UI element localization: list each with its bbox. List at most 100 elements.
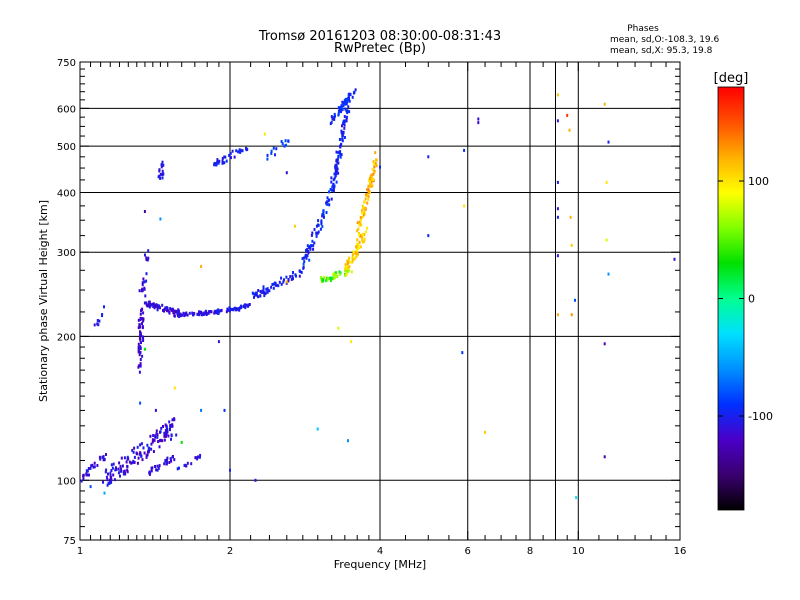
data-point (156, 308, 159, 312)
data-point (128, 460, 131, 464)
data-point (343, 98, 346, 102)
data-point (162, 425, 164, 428)
data-point (329, 188, 332, 192)
data-point (105, 468, 108, 472)
data-point (355, 249, 358, 252)
data-point (147, 446, 150, 450)
data-point (266, 290, 269, 294)
data-point (233, 155, 236, 159)
data-point (569, 215, 572, 219)
data-point (216, 160, 219, 164)
data-point (131, 448, 134, 452)
data-point (158, 168, 161, 172)
data-point (241, 149, 244, 153)
data-point (140, 309, 142, 313)
data-point (179, 312, 182, 316)
data-point (311, 231, 314, 235)
data-point (556, 215, 559, 219)
data-point (158, 174, 161, 178)
data-point (163, 462, 166, 466)
data-point (171, 424, 174, 428)
data-point (345, 117, 348, 121)
data-point (356, 238, 359, 242)
data-point (112, 462, 115, 466)
data-point (130, 461, 133, 465)
data-point (289, 275, 292, 279)
data-point (287, 139, 290, 143)
data-point (331, 185, 334, 189)
data-point (239, 149, 242, 153)
data-point (244, 306, 247, 310)
data-point (350, 260, 353, 264)
data-point (574, 298, 576, 302)
data-point (351, 253, 354, 257)
data-point (217, 340, 220, 344)
data-point (225, 310, 228, 314)
data-point (163, 438, 166, 442)
data-point (126, 455, 129, 459)
data-point (344, 102, 347, 106)
data-point (360, 218, 362, 222)
data-point (159, 430, 162, 434)
data-point (332, 277, 335, 281)
data-point (161, 169, 164, 173)
data-point (200, 265, 203, 268)
data-point (103, 491, 106, 495)
data-point (168, 311, 171, 315)
data-point (357, 227, 360, 231)
data-point (348, 110, 351, 114)
data-point (137, 345, 140, 349)
data-point (125, 460, 128, 464)
data-point (120, 467, 123, 471)
data-point (165, 424, 168, 428)
data-point (148, 449, 150, 453)
data-point (358, 233, 361, 237)
data-point (140, 442, 143, 446)
data-point (342, 120, 345, 124)
data-point (364, 206, 367, 210)
data-point (347, 94, 350, 98)
data-point (345, 119, 348, 123)
data-point (112, 473, 115, 477)
data-point (221, 156, 224, 160)
data-point (223, 161, 226, 165)
data-point (229, 309, 231, 313)
data-point (339, 144, 342, 148)
data-point (356, 246, 359, 250)
data-point (145, 258, 148, 262)
data-point (274, 153, 276, 157)
data-point (91, 463, 94, 467)
data-point (121, 464, 124, 468)
data-point (137, 456, 140, 460)
data-point (257, 289, 260, 292)
data-point (342, 130, 345, 134)
data-point (161, 176, 164, 180)
data-point (115, 466, 117, 470)
data-point (334, 276, 337, 280)
data-point (150, 303, 153, 307)
data-point (333, 272, 336, 276)
data-point (360, 223, 363, 227)
data-point (283, 144, 286, 148)
data-point (301, 257, 304, 261)
data-point (345, 272, 348, 276)
data-point (185, 464, 188, 468)
data-point (200, 408, 203, 412)
data-point (315, 224, 318, 228)
data-point (82, 474, 85, 478)
data-point (369, 181, 371, 185)
data-point (292, 271, 294, 274)
data-point (337, 151, 340, 155)
data-point (283, 278, 285, 282)
data-point (144, 253, 146, 257)
data-point (260, 290, 263, 294)
data-point (188, 311, 191, 315)
data-point (126, 457, 129, 461)
data-point (145, 279, 148, 283)
x-tick-label: 16 (674, 546, 687, 557)
data-point (190, 462, 193, 466)
data-point (309, 247, 312, 251)
data-point (263, 132, 266, 136)
data-point (113, 478, 116, 482)
data-point (140, 341, 142, 345)
